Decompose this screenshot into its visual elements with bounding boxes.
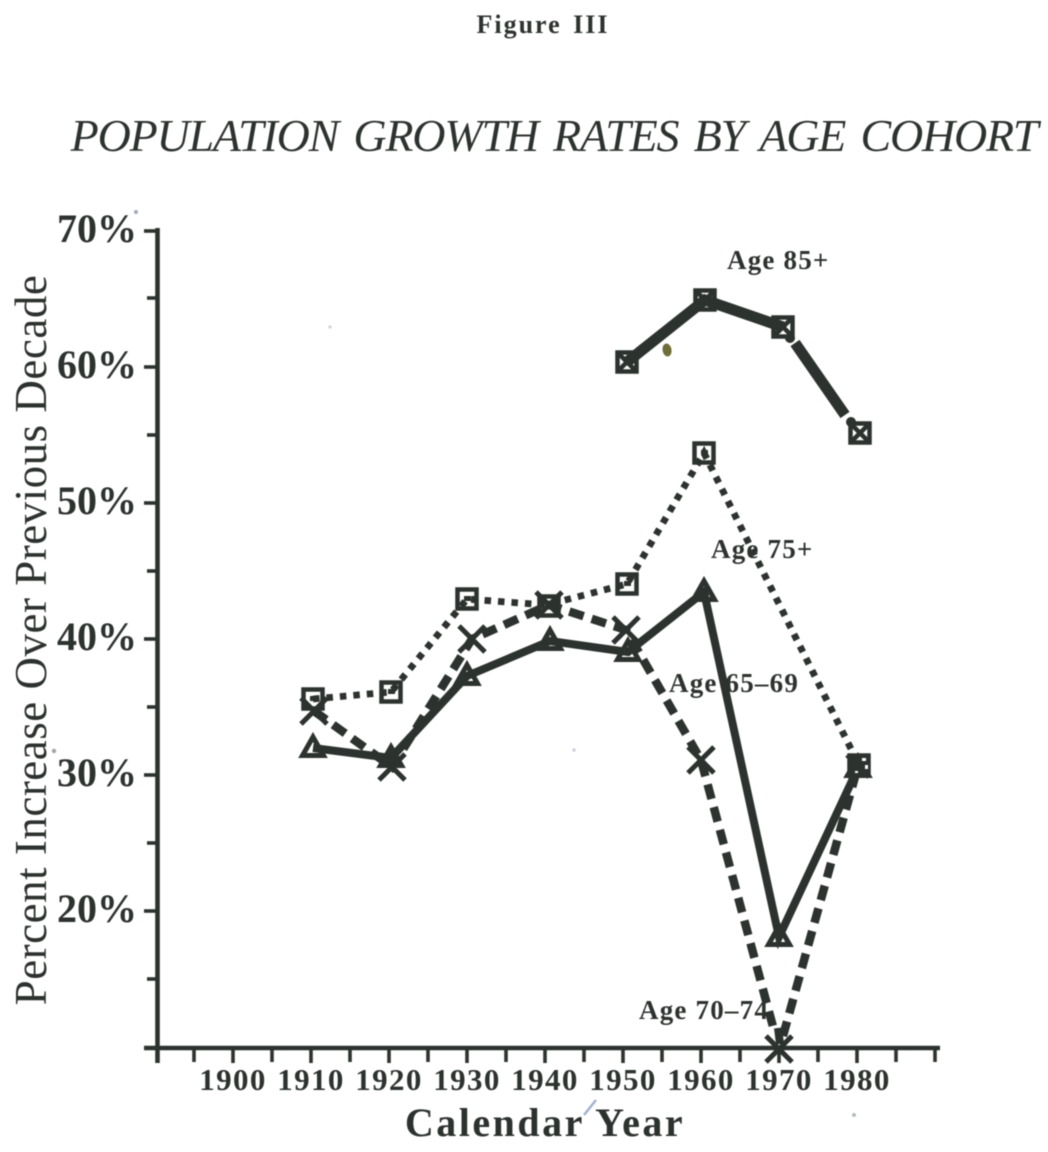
svg-text:Age 85+: Age 85+ <box>727 245 830 275</box>
svg-text:1950: 1950 <box>589 1062 657 1097</box>
svg-text:Percent Increase Over Previous: Percent Increase Over Previous Decade <box>6 275 56 1006</box>
svg-text:1970: 1970 <box>745 1062 813 1097</box>
svg-text:1910: 1910 <box>277 1062 345 1097</box>
svg-text:Calendar Year: Calendar Year <box>405 1100 685 1145</box>
svg-text:60%: 60% <box>57 342 137 387</box>
svg-text:1920: 1920 <box>355 1062 423 1097</box>
svg-text:1940: 1940 <box>511 1062 579 1097</box>
svg-text:1980: 1980 <box>823 1062 891 1097</box>
svg-text:Age 70–74: Age 70–74 <box>639 995 769 1025</box>
svg-text:1960: 1960 <box>667 1062 735 1097</box>
svg-text:1930: 1930 <box>433 1062 501 1097</box>
svg-text:1900: 1900 <box>199 1062 267 1097</box>
svg-text:50%: 50% <box>57 478 137 523</box>
svg-text:Figure III: Figure III <box>476 10 609 39</box>
svg-text:POPULATION GROWTH RATES BY AGE: POPULATION GROWTH RATES BY AGE COHORT <box>70 110 1042 161</box>
svg-text:70%: 70% <box>57 206 137 251</box>
svg-text:Age 75+: Age 75+ <box>711 534 814 564</box>
svg-text:30%: 30% <box>57 750 137 795</box>
svg-text:Age 65–69: Age 65–69 <box>669 668 799 698</box>
svg-text:20%: 20% <box>57 886 137 931</box>
svg-text:40%: 40% <box>57 614 137 659</box>
